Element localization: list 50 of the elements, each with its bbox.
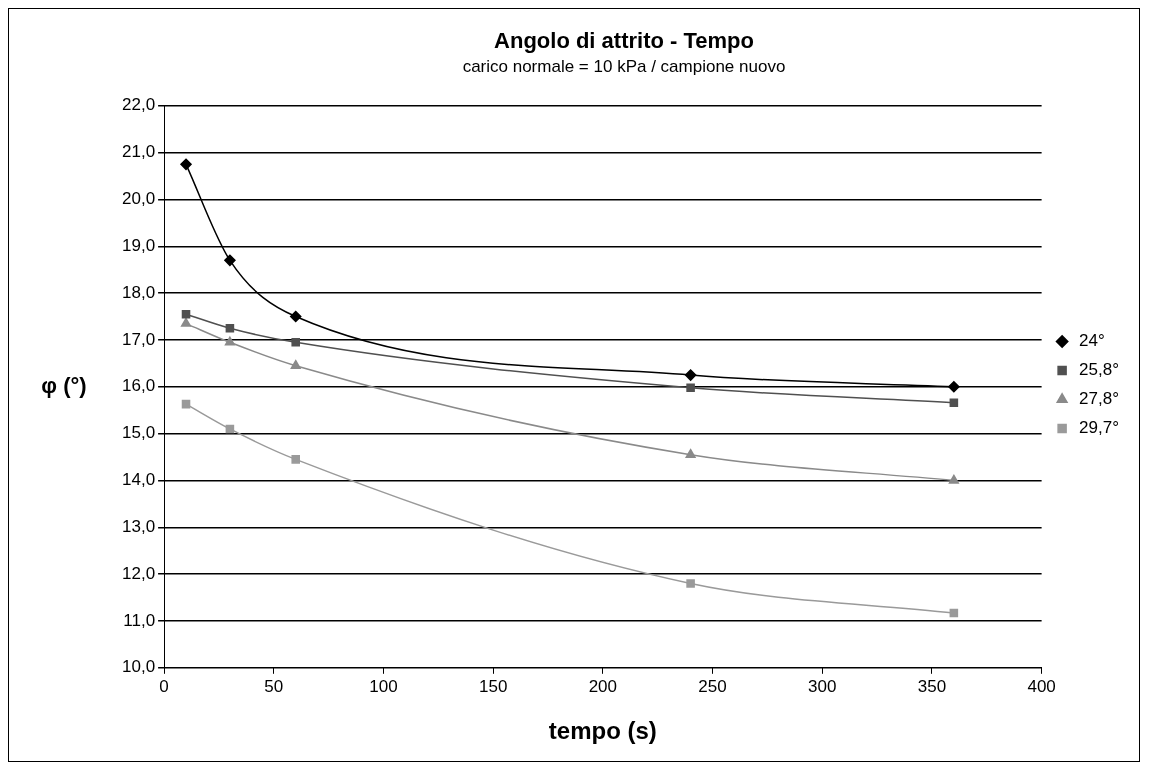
point (289, 310, 302, 323)
y-tick-label: 22,0 (121, 95, 156, 115)
x-tick-label: 200 (588, 676, 618, 696)
point (225, 424, 235, 434)
y-tick-label: 21,0 (121, 142, 156, 162)
x-tick-label: 300 (808, 676, 837, 696)
point (180, 317, 192, 327)
y-tick-label: 16,0 (121, 376, 156, 396)
x-tick-label: 350 (917, 676, 947, 696)
y-axis-title: φ (°) (41, 372, 87, 398)
chart-title: Angolo di attrito - Tempo (494, 28, 754, 54)
point (949, 608, 959, 618)
chart-subtitle: carico normale = 10 kPa / campione nuovo (462, 57, 786, 77)
y-tick-label: 19,0 (121, 235, 156, 255)
x-tick-label: 50 (264, 676, 284, 696)
point (291, 338, 300, 347)
point (225, 323, 235, 333)
x-tick-label: 250 (698, 676, 727, 696)
point (685, 448, 696, 458)
y-tick-label: 20,0 (121, 189, 156, 209)
y-tick-label: 12,0 (121, 563, 156, 583)
point (180, 158, 192, 171)
y-tick-label: 13,0 (121, 516, 156, 536)
point (948, 381, 960, 393)
point (948, 474, 959, 484)
point (290, 359, 301, 369)
y-tick-label: 15,0 (121, 423, 156, 443)
y-tick-label: 14,0 (121, 470, 156, 490)
legend-label: 25,8° (1079, 360, 1120, 380)
x-tick-label: 400 (1027, 676, 1056, 696)
y-tick-label: 18,0 (121, 282, 156, 302)
point (224, 336, 235, 346)
point (291, 455, 300, 464)
legend-label: 24° (1079, 331, 1105, 351)
point (686, 579, 695, 588)
point (181, 399, 191, 409)
point (949, 398, 959, 408)
y-tick-label: 17,0 (121, 329, 156, 349)
point (684, 369, 697, 381)
x-axis-title: tempo (s) (548, 717, 657, 745)
x-tick-label: 0 (159, 676, 169, 696)
legend-label: 27,8° (1079, 389, 1120, 409)
point (181, 309, 191, 319)
y-tick-label: 10,0 (121, 657, 156, 677)
point (224, 254, 236, 267)
point (686, 383, 695, 393)
x-tick-label: 150 (478, 676, 508, 696)
legend-label: 29,7° (1079, 418, 1120, 438)
y-tick-label: 11,0 (123, 610, 156, 630)
x-tick-label: 100 (369, 676, 398, 696)
